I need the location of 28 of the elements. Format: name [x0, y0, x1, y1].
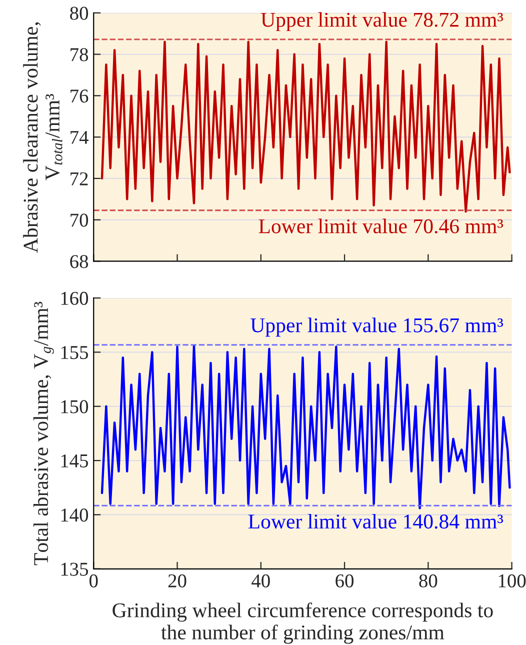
y-tick-label: 135 [61, 562, 88, 576]
ref-line-label: Upper limit value 155.67 mm³ [250, 318, 504, 337]
x-axis-title: Grinding wheel circumference corresponds to the number of grinding zones/mm [112, 602, 493, 644]
x-tick-label: 0 [90, 574, 98, 588]
x-tick-label: 60 [336, 574, 354, 588]
line-series [100, 40, 511, 213]
x-tick-label: 20 [168, 574, 186, 588]
y-tick-label: 160 [61, 292, 88, 305]
ref-line-label: Upper limit value 78.72 mm³ [260, 12, 504, 32]
y-tick-label: 155 [61, 346, 88, 360]
x-tick-label: 40 [252, 574, 270, 588]
y-tick-label: 74 [70, 131, 88, 144]
y-tick-label: 140 [61, 508, 88, 522]
y-tick-label: 78 [70, 48, 88, 62]
ref-line-label: Lower limit value 70.46 mm³ [258, 218, 504, 234]
y-tick-label: 145 [61, 454, 88, 468]
line-series [100, 344, 511, 510]
y-tick-label: 72 [70, 172, 88, 186]
y-tick-label: 76 [70, 90, 88, 103]
y-tick-label: 150 [61, 400, 88, 414]
x-tick-label: 100 [498, 574, 526, 588]
y-tick-label: 70 [70, 214, 88, 227]
y-axis-title: Total abrasive volume, V$_{g}$/mm³ [33, 302, 54, 566]
y-tick-label: 80 [70, 6, 88, 20]
y-axis-title: Abrasive clearance volume, V$_{total}$/mm³ [23, 22, 62, 253]
x-tick-label: 80 [419, 574, 438, 588]
y-tick-label: 68 [70, 255, 88, 268]
ref-line-label: Lower limit value 140.84 mm³ [248, 514, 504, 529]
